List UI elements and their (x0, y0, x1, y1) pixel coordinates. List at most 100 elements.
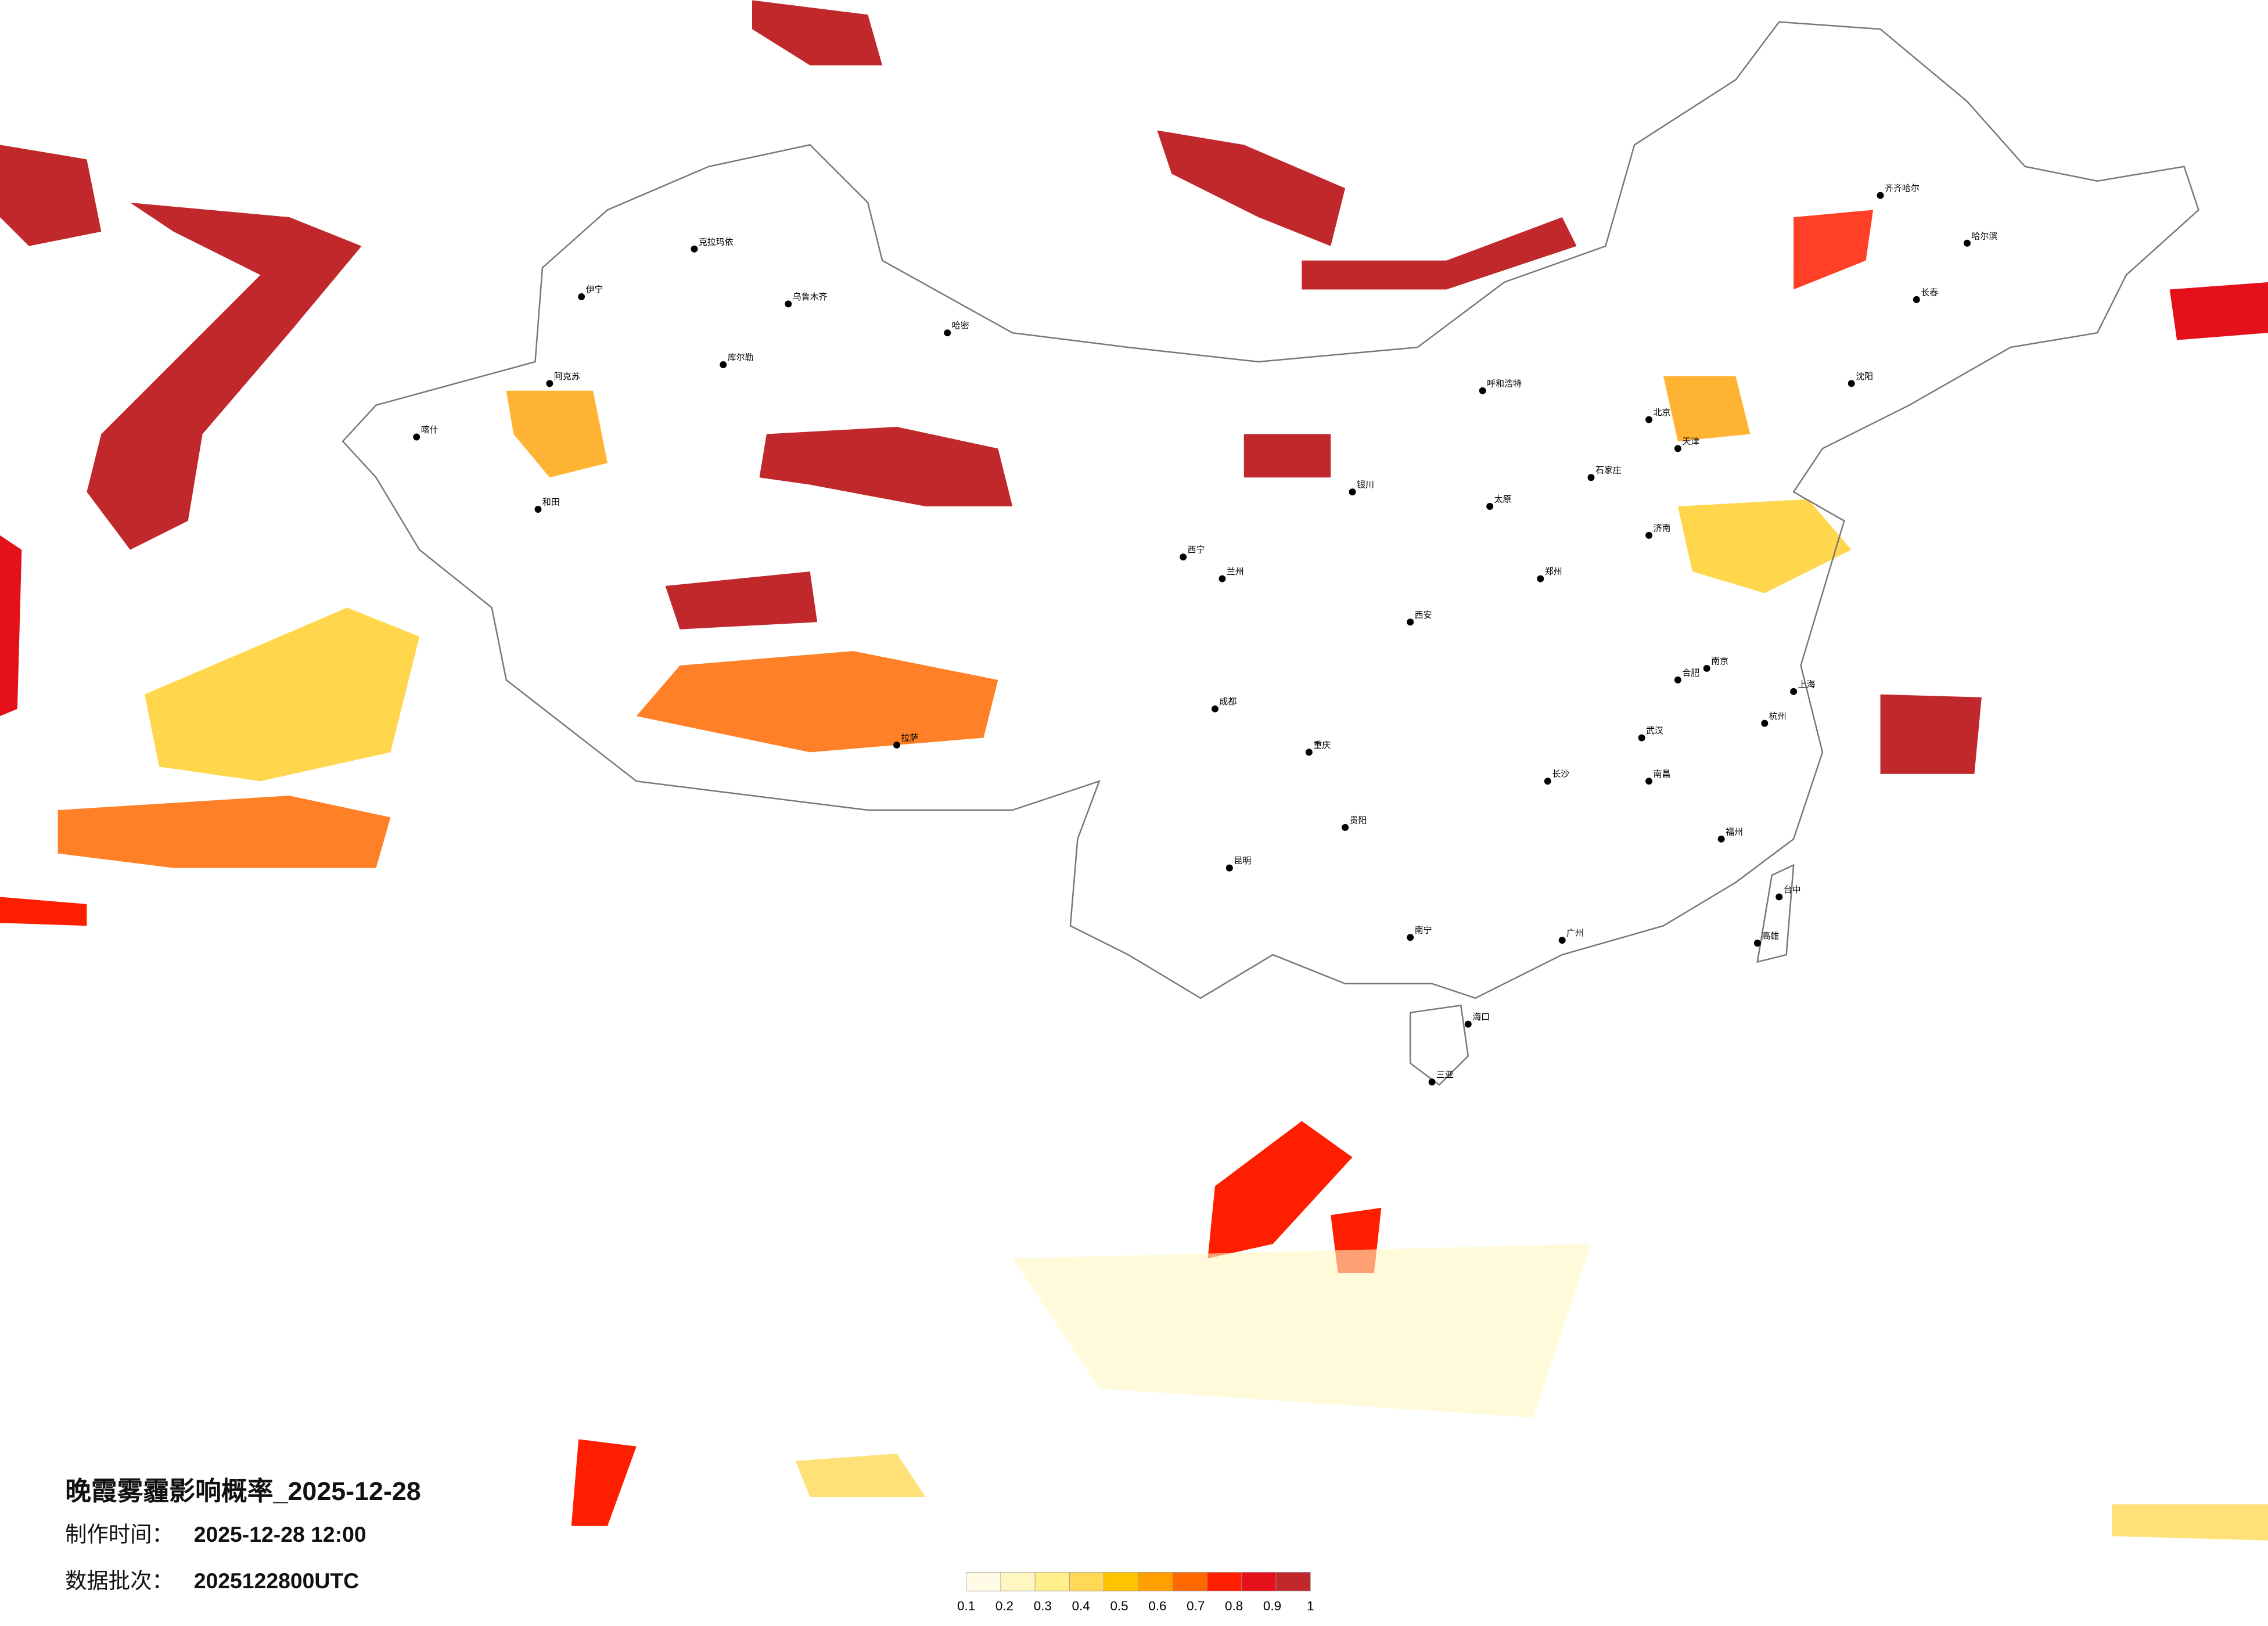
city-dot (1225, 864, 1233, 872)
city-label: 哈尔滨 (1971, 231, 1997, 241)
city-label: 南宁 (1415, 926, 1432, 936)
haze-blob (506, 390, 608, 478)
island-border (1409, 1004, 1469, 1086)
city-dot (1558, 937, 1566, 944)
city-dot (893, 741, 901, 749)
city-label: 西宁 (1188, 545, 1205, 555)
colorbar-tick-label: 0.1 (957, 1599, 975, 1613)
city-label: 兰州 (1227, 567, 1244, 577)
country-border (342, 21, 2199, 999)
city-dot (546, 380, 553, 387)
city-dot (1877, 192, 1884, 199)
batch-value: 2025122800UTC (194, 1569, 359, 1593)
colorbar-tick-label: 0.3 (1034, 1599, 1052, 1613)
city-label: 沈阳 (1856, 372, 1873, 382)
city-dot (413, 433, 420, 441)
haze-blob (636, 651, 998, 753)
city-label: 三亚 (1436, 1070, 1454, 1080)
city-label: 阿克苏 (554, 372, 580, 382)
city-label: 长春 (1921, 287, 1938, 297)
haze-blob (0, 145, 102, 246)
city-label: 太原 (1494, 495, 1512, 505)
city-dot (1464, 1020, 1472, 1028)
colorbar-tick-label: 0.4 (1072, 1599, 1090, 1613)
colorbar: 0.1 0.2 0.3 0.4 0.5 0.6 0.7 0.8 0.9 1 (957, 1572, 1314, 1613)
city-dot (578, 293, 585, 300)
city-label: 长沙 (1552, 769, 1569, 779)
haze-blob (0, 535, 22, 717)
colorbar-swatch (1275, 1572, 1311, 1592)
colorbar-tick-label: 1 (1307, 1599, 1314, 1613)
city-dot (1479, 387, 1486, 394)
colorbar-swatch (1000, 1572, 1036, 1592)
city-label: 北京 (1654, 408, 1671, 418)
haze-blob (1012, 1244, 1591, 1418)
city-dot (1913, 296, 1920, 303)
haze-blob (665, 571, 818, 629)
city-label: 高雄 (1762, 931, 1779, 941)
city-label: 杭州 (1769, 711, 1787, 721)
city-dot (534, 506, 542, 513)
city-label: 喀什 (421, 425, 438, 435)
city-label: 广州 (1566, 929, 1584, 938)
haze-blob (1663, 376, 1751, 441)
city-label: 济南 (1654, 523, 1671, 533)
city-dot (1180, 553, 1187, 561)
city-label: 西安 (1415, 610, 1432, 620)
haze-blob (2112, 1504, 2268, 1541)
colorbar-tick-label: 0.9 (1263, 1599, 1281, 1613)
city-label: 福州 (1726, 827, 1743, 837)
city-label: 齐齐哈尔 (1885, 184, 1920, 193)
haze-blob (57, 796, 391, 868)
haze-blob (795, 1454, 926, 1497)
map-title: 晚霞雾霾影响概率_2025-12-28 (65, 1477, 421, 1506)
city-dot (1703, 664, 1710, 672)
city-label: 伊宁 (586, 285, 603, 294)
batch-label: 数据批次： (65, 1569, 174, 1593)
colorbar-swatch (1069, 1572, 1105, 1592)
haze-blob (87, 203, 362, 550)
city-label: 哈密 (952, 321, 969, 331)
city-dot (944, 329, 951, 337)
city-label: 天津 (1682, 437, 1699, 447)
city-label: 银川 (1357, 480, 1374, 490)
city-label: 拉萨 (901, 733, 919, 743)
colorbar-tick-label: 0.2 (995, 1599, 1013, 1613)
city-dot (1645, 416, 1653, 423)
city-label: 武汉 (1646, 726, 1663, 736)
city-dot (1544, 778, 1551, 785)
city-dot (1790, 688, 1798, 695)
colorbar-swatch (1104, 1572, 1139, 1592)
haze-blob (145, 607, 420, 782)
colorbar-tick-label: 0.5 (1110, 1599, 1128, 1613)
haze-field (0, 0, 2268, 1541)
city-label: 呼和浩特 (1487, 379, 1522, 388)
city-label: 昆明 (1234, 856, 1251, 866)
haze-blob (2169, 282, 2268, 340)
city-label: 克拉玛依 (699, 237, 734, 247)
haze-blob (1302, 217, 1577, 290)
city-dot (1407, 934, 1414, 941)
city-dot (1305, 749, 1313, 756)
city-dot (1645, 531, 1653, 539)
colorbar-swatch (1207, 1572, 1242, 1592)
city-dot (1761, 720, 1769, 727)
haze-blob (1207, 1121, 1353, 1259)
city-label: 郑州 (1545, 567, 1562, 577)
city-dot (1674, 676, 1681, 684)
haze-blob (1793, 210, 1874, 290)
city-label: 重庆 (1313, 740, 1331, 750)
made-value: 2025-12-28 12:00 (194, 1522, 366, 1546)
city-dot (1428, 1078, 1436, 1086)
city-dot (1775, 893, 1783, 901)
colorbar-swatch (1241, 1572, 1277, 1592)
city-dot (1407, 618, 1414, 626)
city-dot (1486, 503, 1494, 510)
haze-blob (759, 427, 1013, 507)
haze-blob (752, 0, 883, 66)
city-dot (785, 300, 792, 308)
colorbar-swatch (1034, 1572, 1070, 1592)
city-label: 合肥 (1682, 668, 1699, 678)
